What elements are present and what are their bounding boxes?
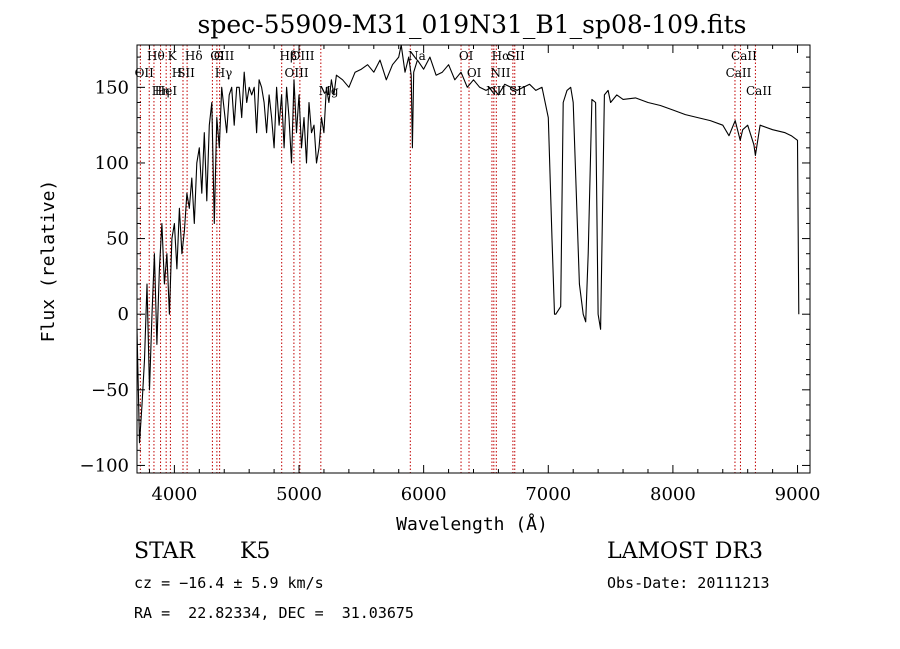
observation-date: Obs-Date: 20111213 [607, 574, 770, 592]
axes: 4000 5000 6000 7000 8000 9000 −100 −50 0 50 100 150 [80, 44, 821, 505]
redshift-cz: cz = −16.4 ± 5.9 km/s [134, 574, 324, 592]
marker-label-15: Na [408, 49, 426, 63]
marker-label-2: Hη [152, 84, 170, 98]
marker-label-22: SII [509, 84, 527, 98]
y-tick-label-100: 100 [95, 153, 129, 174]
x-tick-label-7000: 7000 [525, 484, 571, 505]
y-tick-label-50: 50 [106, 229, 129, 250]
chart-title: spec-55909-M31_019N31_B1_sp08-109.fits [198, 10, 747, 39]
marker-label-3: K [168, 49, 178, 63]
line-markers [139, 45, 756, 473]
marker-label-1: OII [135, 66, 155, 80]
y-tick-label--100: −100 [80, 455, 129, 476]
marker-label-25: CaII [746, 84, 772, 98]
y-tick-label-0: 0 [118, 304, 129, 325]
x-axis-label: Wavelength (Å) [396, 513, 548, 535]
marker-label-13: Hβ [279, 49, 296, 63]
y-tick-label--50: −50 [91, 380, 129, 401]
series-line-flux [136, 44, 800, 444]
y-tick-label-150: 150 [95, 77, 129, 98]
marker-label-19: NII [491, 66, 511, 80]
marker-label-21: SII [507, 49, 525, 63]
marker-label-9: Hγ [215, 66, 233, 80]
marker-label-0: Hθ [147, 49, 165, 63]
marker-label-16: OI [459, 49, 474, 63]
marker-label-23: CaII [731, 49, 757, 63]
x-tick-label-8000: 8000 [650, 484, 696, 505]
coordinates: RA = 22.82334, DEC = 31.03675 [134, 604, 414, 622]
x-tick-label-9000: 9000 [775, 484, 821, 505]
marker-label-12: OIII [285, 66, 309, 80]
marker-label-18: Hα [492, 49, 511, 63]
marker-label-24: CaII [726, 66, 752, 80]
object-subclass: K5 [240, 539, 271, 564]
marker-label-10: G [214, 49, 224, 63]
marker-label-5: H [172, 66, 182, 80]
x-tick-label-6000: 6000 [401, 484, 447, 505]
marker-label-20: NII [486, 84, 506, 98]
y-axis-label: Flux (relative) [38, 180, 59, 343]
x-tick-label-5000: 5000 [276, 484, 322, 505]
marker-label-4: HeI [155, 84, 178, 98]
marker-label-7: SII [177, 66, 195, 80]
marker-label-11: OIII [290, 49, 314, 63]
marker-label-17: OI [467, 66, 482, 80]
marker-label-6: Hδ [185, 49, 203, 63]
survey-name: LAMOST DR3 [607, 539, 763, 564]
series-group [136, 44, 800, 444]
marker-label-14: Mg [319, 84, 339, 98]
object-class: STAR [134, 539, 195, 564]
marker-label-8: OIII [210, 49, 234, 63]
x-tick-label-4000: 4000 [151, 484, 197, 505]
plot-frame [136, 44, 811, 474]
